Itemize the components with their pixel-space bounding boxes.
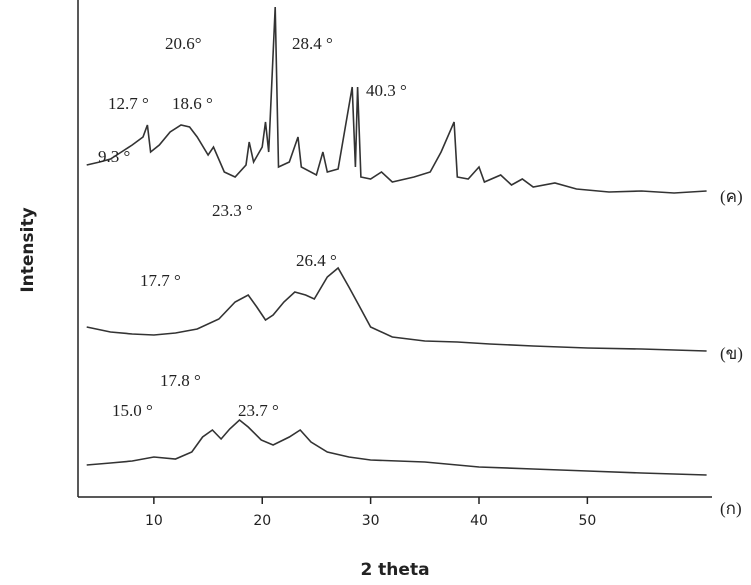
peak-annotation: 40.3 ° <box>366 81 407 100</box>
peak-annotation: 28.4 ° <box>292 34 333 53</box>
x-tick-label: 40 <box>470 513 488 529</box>
x-tick-label: 50 <box>578 513 596 529</box>
peak-annotation: 17.7 ° <box>140 271 181 290</box>
y-axis-label: Intensity <box>18 207 38 292</box>
series-label: (ก) <box>720 499 742 518</box>
peak-annotation: 23.7 ° <box>238 401 279 420</box>
peak-annotation: 26.4 ° <box>296 251 337 270</box>
peak-annotation: 20.6° <box>165 34 202 53</box>
peak-annotation: 12.7 ° <box>108 94 149 113</box>
peak-annotation: 18.6 ° <box>172 94 213 113</box>
xrd-trace <box>87 420 707 475</box>
x-axis-label: 2 theta <box>360 560 429 580</box>
peak-annotation: 23.3 ° <box>212 201 253 220</box>
series-label: (ข) <box>720 344 743 363</box>
x-tick-label: 30 <box>362 513 380 529</box>
x-tick-label: 20 <box>253 513 271 529</box>
series-label: (ค) <box>720 187 743 206</box>
peak-annotation: 17.8 ° <box>160 371 201 390</box>
peak-annotation: 9.3 ° <box>98 147 130 166</box>
x-tick-label: 10 <box>145 513 163 529</box>
chart: 2 theta Intensity 10 20 30 40 50 (ค) (ข) (ก) 20.… <box>0 0 751 585</box>
peak-annotation: 15.0 ° <box>112 401 153 420</box>
